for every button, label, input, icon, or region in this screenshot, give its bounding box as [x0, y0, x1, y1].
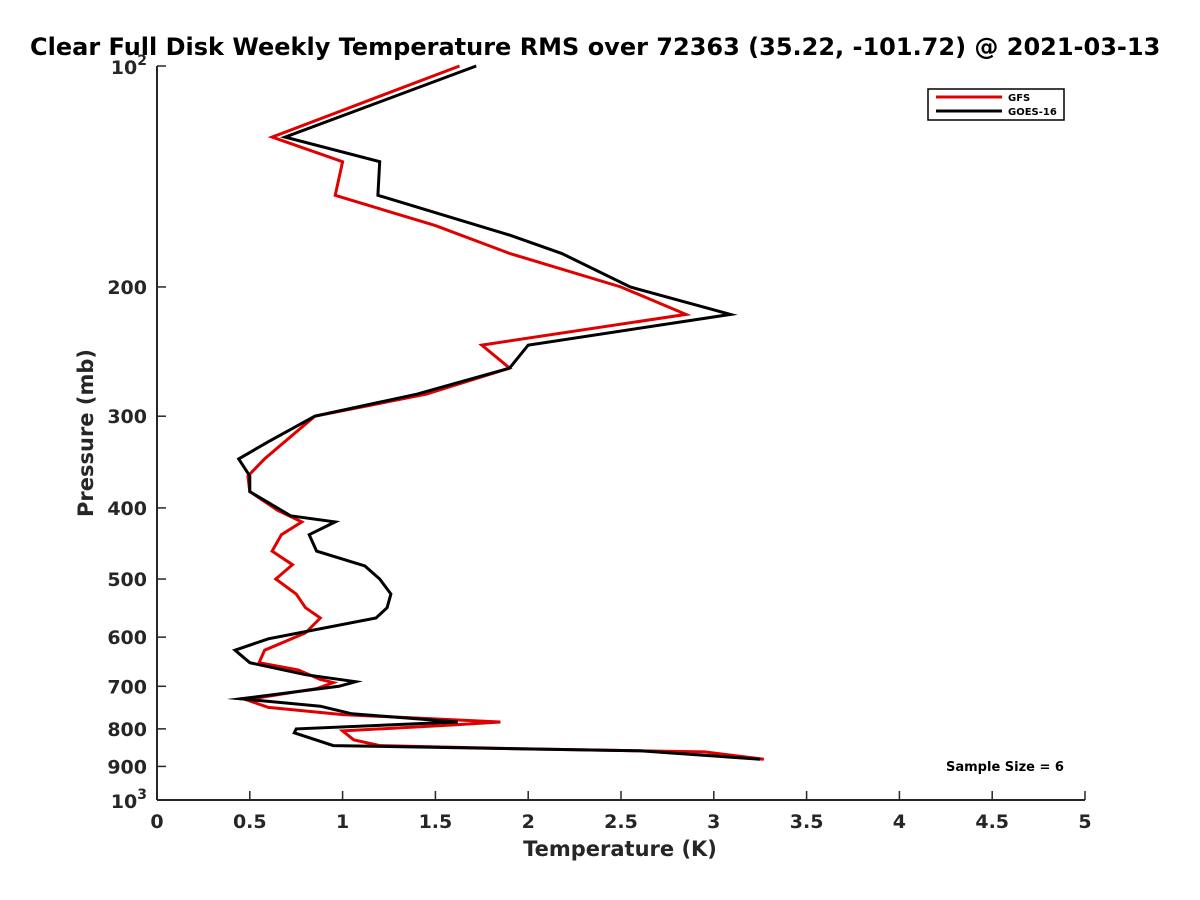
x-tick-label: 4.5: [975, 811, 1009, 833]
series-line-gfs: [239, 64, 765, 761]
x-tick-label: 3.5: [790, 811, 824, 833]
y-tick-label: 900: [107, 756, 147, 778]
y-tick-label: 103: [111, 787, 147, 813]
y-tick-exponent: 3: [137, 787, 147, 803]
y-tick-label: 600: [107, 627, 147, 649]
y-axis-title: Pressure (mb): [74, 349, 98, 517]
y-tick-label: 700: [107, 676, 147, 698]
series-layer: [226, 64, 765, 761]
y-tick-base: 10: [111, 791, 137, 813]
x-axis-title: Temperature (K): [523, 837, 717, 861]
x-tick-label: 1: [336, 811, 349, 833]
y-tick-exponent: 2: [137, 53, 147, 69]
y-tick-label: 800: [107, 719, 147, 741]
y-tick-label: 102: [111, 53, 147, 79]
x-tick-label: 0.5: [233, 811, 267, 833]
y-tick-label: 400: [107, 498, 147, 520]
y-tick-label: 300: [107, 406, 147, 428]
x-tick-label: 5: [1078, 811, 1091, 833]
x-tick-label: 4: [893, 811, 906, 833]
y-tick-label: 200: [107, 277, 147, 299]
y-tick-base: 10: [111, 57, 137, 79]
x-tick-label: 2.5: [604, 811, 638, 833]
x-tick-label: 1.5: [419, 811, 453, 833]
legend-label-gfs: GFS: [1008, 93, 1030, 104]
x-axis: 0 0.5 1 1.5 2 2.5 3 3.5 4 4.5 5: [150, 791, 1092, 833]
legend-label-goes16: GOES-16: [1008, 107, 1057, 118]
legend-box: [927, 88, 1065, 121]
sample-size-annotation: Sample Size = 6: [946, 760, 1064, 775]
series-line-goes16: [226, 64, 761, 761]
x-tick-label: 0: [150, 811, 163, 833]
chart-title: Clear Full Disk Weekly Temperature RMS o…: [30, 33, 1160, 61]
x-tick-label: 2: [522, 811, 535, 833]
y-tick-label: 500: [107, 569, 147, 591]
x-tick-label: 3: [707, 811, 720, 833]
legend: GFS GOES-16: [927, 88, 1065, 121]
